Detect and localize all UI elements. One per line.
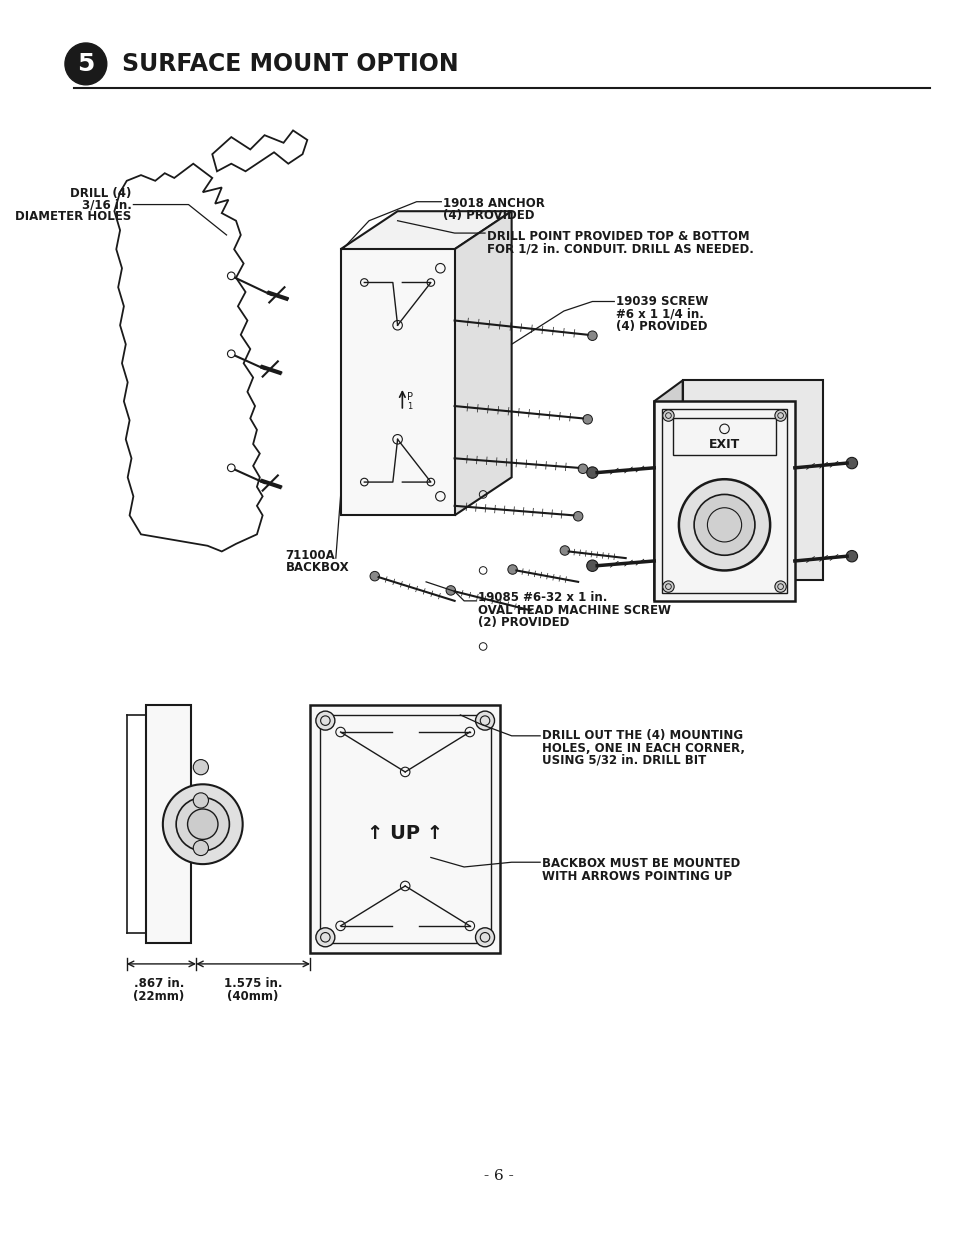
Text: (40mm): (40mm) bbox=[227, 989, 278, 1003]
Text: OVAL HEAD MACHINE SCREW: OVAL HEAD MACHINE SCREW bbox=[477, 604, 671, 616]
Circle shape bbox=[774, 410, 785, 421]
Text: #6 x 1 1/4 in.: #6 x 1 1/4 in. bbox=[616, 308, 703, 320]
Text: 5: 5 bbox=[77, 52, 94, 75]
Text: (4) PROVIDED: (4) PROVIDED bbox=[616, 320, 707, 332]
Text: .867 in.: .867 in. bbox=[133, 977, 184, 990]
Circle shape bbox=[586, 559, 598, 572]
Text: DRILL (4): DRILL (4) bbox=[70, 188, 132, 200]
Circle shape bbox=[507, 564, 517, 574]
Text: EXIT: EXIT bbox=[708, 437, 740, 451]
Bar bbox=[682, 380, 822, 580]
Text: SURFACE MOUNT OPTION: SURFACE MOUNT OPTION bbox=[122, 52, 458, 75]
Bar bbox=[340, 249, 455, 515]
Circle shape bbox=[315, 711, 335, 730]
Bar bbox=[319, 715, 490, 944]
Circle shape bbox=[559, 546, 569, 556]
Circle shape bbox=[370, 572, 379, 580]
Text: 19018 ANCHOR: 19018 ANCHOR bbox=[443, 196, 544, 210]
Circle shape bbox=[679, 479, 769, 571]
Circle shape bbox=[315, 927, 335, 947]
Text: 3/16 in.: 3/16 in. bbox=[82, 199, 132, 212]
Text: DIAMETER HOLES: DIAMETER HOLES bbox=[15, 210, 132, 224]
Circle shape bbox=[582, 415, 592, 424]
Text: DRILL OUT THE (4) MOUNTING: DRILL OUT THE (4) MOUNTING bbox=[541, 729, 742, 742]
Circle shape bbox=[662, 580, 674, 593]
Text: HOLES, ONE IN EACH CORNER,: HOLES, ONE IN EACH CORNER, bbox=[541, 741, 744, 755]
Text: - 6 -: - 6 - bbox=[484, 1168, 514, 1183]
Text: BACKBOX MUST BE MOUNTED: BACKBOX MUST BE MOUNTED bbox=[541, 857, 740, 871]
Bar bbox=[673, 419, 775, 454]
Polygon shape bbox=[455, 211, 511, 515]
Circle shape bbox=[662, 410, 674, 421]
Circle shape bbox=[446, 585, 456, 595]
Text: 71100A: 71100A bbox=[285, 548, 335, 562]
Text: (2) PROVIDED: (2) PROVIDED bbox=[477, 616, 569, 629]
Circle shape bbox=[193, 840, 209, 856]
Text: P: P bbox=[407, 391, 413, 401]
Circle shape bbox=[475, 711, 494, 730]
Polygon shape bbox=[340, 211, 511, 249]
Text: USING 5/32 in. DRILL BIT: USING 5/32 in. DRILL BIT bbox=[541, 753, 705, 767]
Text: DRILL POINT PROVIDED TOP & BOTTOM: DRILL POINT PROVIDED TOP & BOTTOM bbox=[486, 230, 749, 243]
Circle shape bbox=[845, 551, 857, 562]
Circle shape bbox=[578, 464, 587, 473]
Circle shape bbox=[65, 43, 107, 85]
Bar bbox=[654, 401, 794, 601]
Text: (22mm): (22mm) bbox=[133, 989, 185, 1003]
Circle shape bbox=[586, 467, 598, 478]
Text: FOR 1/2 in. CONDUIT. DRILL AS NEEDED.: FOR 1/2 in. CONDUIT. DRILL AS NEEDED. bbox=[486, 242, 753, 256]
Circle shape bbox=[163, 784, 242, 864]
Bar bbox=[310, 705, 499, 952]
Circle shape bbox=[573, 511, 582, 521]
Text: (4) PROVIDED: (4) PROVIDED bbox=[443, 209, 534, 222]
Circle shape bbox=[845, 457, 857, 469]
Circle shape bbox=[193, 760, 209, 774]
Circle shape bbox=[475, 927, 494, 947]
Circle shape bbox=[176, 798, 229, 851]
Text: 1.575 in.: 1.575 in. bbox=[224, 977, 282, 990]
Circle shape bbox=[188, 809, 217, 840]
Circle shape bbox=[694, 494, 754, 556]
Text: 19039 SCREW: 19039 SCREW bbox=[616, 295, 708, 308]
Circle shape bbox=[193, 793, 209, 808]
Text: WITH ARROWS POINTING UP: WITH ARROWS POINTING UP bbox=[541, 869, 731, 883]
Text: BACKBOX: BACKBOX bbox=[285, 561, 349, 574]
Text: ↑ UP ↑: ↑ UP ↑ bbox=[367, 824, 443, 844]
Bar bbox=[661, 409, 786, 593]
Bar bbox=[146, 705, 192, 944]
Text: 1: 1 bbox=[407, 401, 412, 410]
Circle shape bbox=[587, 331, 597, 341]
Polygon shape bbox=[654, 380, 682, 601]
Text: 19085 #6-32 x 1 in.: 19085 #6-32 x 1 in. bbox=[477, 592, 607, 604]
Circle shape bbox=[774, 580, 785, 593]
